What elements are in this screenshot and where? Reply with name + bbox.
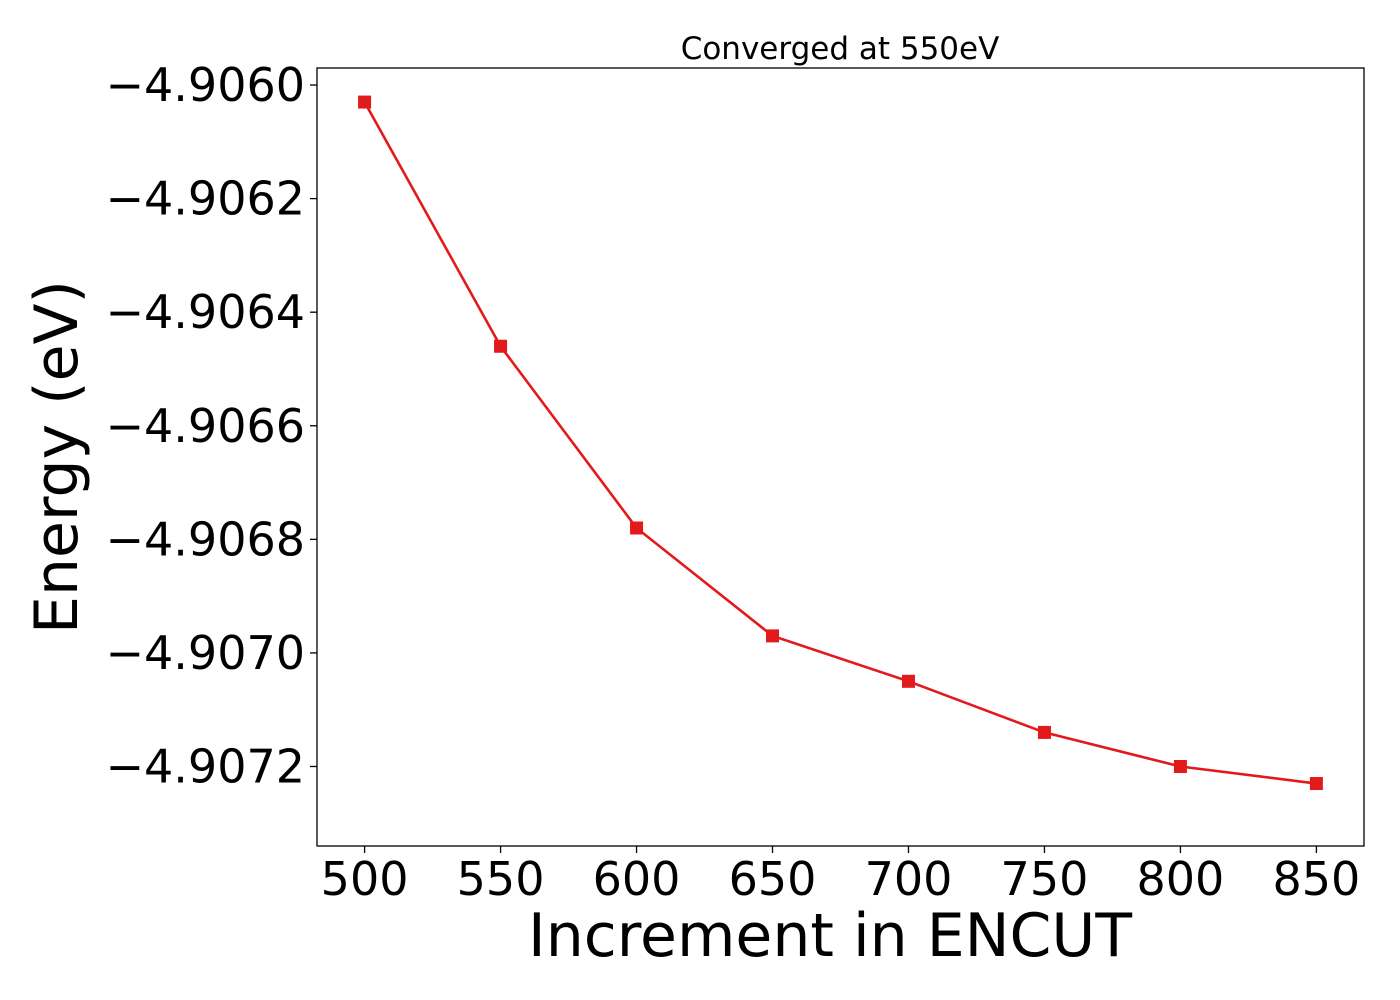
series-line <box>363 101 1317 785</box>
data-point-marker <box>1173 759 1187 773</box>
y-tick-label: −4.9060 <box>106 58 306 112</box>
y-tick-label: −4.9062 <box>106 172 306 226</box>
x-tick-label: 600 <box>593 852 681 906</box>
data-point-marker <box>766 629 780 643</box>
x-tick-label: 850 <box>1273 852 1361 906</box>
axes-frame <box>316 67 1365 847</box>
y-tick-label: −4.9066 <box>106 399 306 453</box>
x-tick-label: 750 <box>1001 852 1089 906</box>
y-tick-label: −4.9072 <box>106 739 306 793</box>
y-tick-label: −4.9064 <box>106 285 306 339</box>
data-point-marker <box>1309 777 1323 791</box>
data-point-marker <box>1037 725 1051 739</box>
x-tick-label: 500 <box>321 852 409 906</box>
x-tick-label: 650 <box>729 852 817 906</box>
x-tick-label: 550 <box>457 852 545 906</box>
x-tick-label: 700 <box>865 852 953 906</box>
plot-area <box>358 95 1323 791</box>
data-point-marker <box>630 521 644 535</box>
data-point-marker <box>358 95 372 109</box>
chart-title: Converged at 550eV <box>681 31 1000 67</box>
y-tick-label: −4.9070 <box>106 626 306 680</box>
x-tick-label: 800 <box>1137 852 1225 906</box>
y-axis-label: Energy (eV) <box>22 280 92 634</box>
y-axis: −4.9060 −4.9062 −4.9064 −4.9066 −4.9068 −4.90… <box>106 58 317 793</box>
y-tick-label: −4.9068 <box>106 512 306 566</box>
x-axis-label: Increment in ENCUT <box>528 901 1132 971</box>
x-axis: 500 550 600 650 700 750 800 850 <box>321 846 1361 906</box>
data-point-marker <box>901 674 915 688</box>
data-point-marker <box>494 339 508 353</box>
